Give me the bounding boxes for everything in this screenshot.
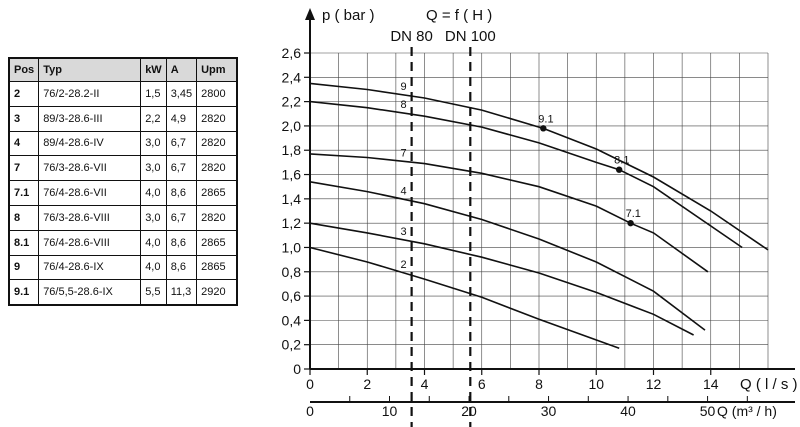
x2-tick-label: 20 xyxy=(461,403,477,419)
x-tick-label: 14 xyxy=(703,376,719,392)
x2-tick-label: 30 xyxy=(541,403,557,419)
cell-pos: 3 xyxy=(8,105,40,132)
y-axis-label: p ( bar ) xyxy=(322,7,375,24)
marker-label: 9.1 xyxy=(538,113,553,125)
x-tick-label: 4 xyxy=(421,376,429,392)
cell-pos: 9.1 xyxy=(8,279,40,306)
table-row: 3 89/3-28.6-III 2,2 4,9 2820 xyxy=(8,105,238,132)
cell-typ: 76/5,5-28.6-IX xyxy=(38,279,142,306)
cell-a: 8,6 xyxy=(165,254,198,281)
cell-typ: 76/3-28.6-VII xyxy=(38,155,142,182)
cell-a: 8,6 xyxy=(165,180,198,206)
table-row: 8 76/3-28.6-VIII 3,0 6,7 2820 xyxy=(8,204,238,231)
cell-a: 4,9 xyxy=(165,105,198,132)
y-tick-label: 1,2 xyxy=(282,215,302,231)
cell-typ: 76/4-28.6-VIII xyxy=(38,229,142,256)
y-tick-label: 1,6 xyxy=(282,167,302,183)
x2-tick-label: 0 xyxy=(306,403,314,419)
y-tick-label: 2,6 xyxy=(282,45,302,61)
series-label: 8 xyxy=(400,99,406,111)
y-tick-label: 0 xyxy=(293,361,301,377)
table-row: 9.1 76/5,5-28.6-IX 5,5 11,3 2920 xyxy=(8,279,238,306)
y-tick-label: 1,8 xyxy=(282,142,302,158)
cell-upm: 2920 xyxy=(196,279,238,306)
header-upm: Upm xyxy=(196,57,238,82)
x-tick-label: 12 xyxy=(646,376,662,392)
header-pos: Pos xyxy=(8,57,40,82)
marker-point xyxy=(615,166,623,173)
reference-line-label: DN 100 xyxy=(445,28,496,45)
cell-kw: 4,0 xyxy=(140,180,167,206)
table-header-row: Pos Typ kW A Upm xyxy=(8,57,238,82)
y-tick-label: 0,6 xyxy=(282,288,302,304)
cell-upm: 2865 xyxy=(196,229,238,256)
x2-tick-label: 40 xyxy=(620,403,636,419)
x-tick-label: 2 xyxy=(363,376,371,392)
y-tick-label: 2,4 xyxy=(282,69,302,85)
x2-tick-label: 10 xyxy=(382,403,398,419)
cell-upm: 2800 xyxy=(196,81,238,107)
cell-upm: 2865 xyxy=(196,254,238,281)
cell-kw: 3,0 xyxy=(140,204,167,231)
x-tick-label: 10 xyxy=(588,376,604,392)
cell-typ: 89/4-28.6-IV xyxy=(38,130,142,157)
y-tick-label: 0,4 xyxy=(282,312,302,328)
y-axis-arrow xyxy=(305,8,315,20)
series-line-2 xyxy=(309,246,620,350)
x-tick-label: 8 xyxy=(535,376,543,392)
table-row: 7 76/3-28.6-VII 3,0 6,7 2820 xyxy=(8,155,238,182)
cell-kw: 3,0 xyxy=(140,155,167,182)
series-label: 2 xyxy=(400,259,406,271)
cell-typ: 76/2-28.2-II xyxy=(38,81,142,107)
cell-a: 11,3 xyxy=(165,279,198,306)
cell-a: 3,45 xyxy=(165,81,198,107)
reference-line-label: DN 80 xyxy=(390,28,433,45)
header-kw: kW xyxy=(140,57,167,82)
series-label: 3 xyxy=(400,226,406,238)
x2-tick-label: 50 xyxy=(700,403,716,419)
cell-upm: 2820 xyxy=(196,204,238,231)
chart-title: Q = f ( H ) xyxy=(426,7,492,24)
x-tick-label: 0 xyxy=(306,376,314,392)
cell-kw: 5,5 xyxy=(140,279,167,306)
pump-table: Pos Typ kW A Upm 2 76/2-28.2-II 1,5 3,45 280… xyxy=(8,57,238,307)
table-body: 2 76/2-28.2-II 1,5 3,45 2800 3 89/3-28.6-III 2,… xyxy=(8,81,238,306)
header-a: A xyxy=(165,57,198,82)
series-label: 7 xyxy=(400,147,406,159)
cell-typ: 76/4-28.6-VII xyxy=(38,180,142,206)
series-line-3 xyxy=(309,222,694,336)
header-typ: Typ xyxy=(38,57,142,82)
cell-a: 6,7 xyxy=(165,204,198,231)
y-tick-label: 2,0 xyxy=(282,118,302,134)
cell-a: 8,6 xyxy=(165,229,198,256)
marker-point xyxy=(540,125,547,132)
cell-kw: 3,0 xyxy=(140,130,167,157)
cell-typ: 76/4-28.6-IX xyxy=(38,254,142,281)
y-tick-label: 0,2 xyxy=(282,337,302,353)
cell-a: 6,7 xyxy=(165,130,198,157)
cell-pos: 8 xyxy=(8,204,40,231)
y-tick-label: 0,8 xyxy=(282,264,302,280)
table-row: 2 76/2-28.2-II 1,5 3,45 2800 xyxy=(8,81,238,107)
x2-axis-label: Q (m³ / h) xyxy=(717,403,777,419)
x-tick-label: 6 xyxy=(478,376,486,392)
series-line-4 xyxy=(309,181,706,331)
y-tick-label: 2,2 xyxy=(282,94,302,110)
series-line-8 xyxy=(309,100,743,249)
cell-typ: 76/3-28.6-VIII xyxy=(38,204,142,231)
x-axis-label: Q ( l / s ) xyxy=(740,376,798,393)
cell-pos: 8.1 xyxy=(8,229,40,256)
series-label: 4 xyxy=(400,185,406,197)
y-tick-label: 1,4 xyxy=(282,191,302,207)
marker-point xyxy=(627,219,634,227)
y-tick-label: 1,0 xyxy=(282,239,302,255)
marker-label: 7.1 xyxy=(626,208,641,220)
series-label: 9 xyxy=(400,81,406,93)
cell-kw: 2,2 xyxy=(140,105,167,132)
series-line-7 xyxy=(309,153,709,273)
marker-label: 8.1 xyxy=(614,155,629,167)
